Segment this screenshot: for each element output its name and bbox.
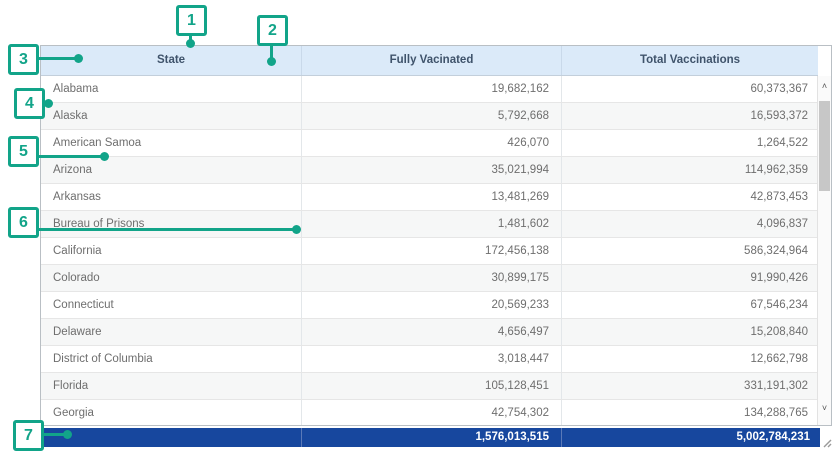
cell-fully-vaccinated: 35,021,994	[302, 157, 562, 183]
cell-total-vaccinations: 67,546,234	[750, 299, 808, 311]
cell-total-vaccinations: 1,264,522	[756, 137, 808, 149]
cell-state: Connecticut	[41, 292, 302, 318]
cell-fully-vaccinated: 19,682,162	[302, 76, 562, 102]
cell-state: Bureau of Prisons	[41, 211, 302, 237]
table-row[interactable]: California 172,456,138 586,324,964	[41, 238, 818, 265]
table-row[interactable]: Alabama 19,682,162 60,373,367	[41, 76, 818, 103]
callout-stem	[38, 228, 294, 231]
summary-cell-total-vaccinations: 5,002,784,231	[736, 431, 810, 443]
annotation-callout-2: 2	[257, 15, 288, 46]
callout-stem	[270, 45, 273, 59]
table-row[interactable]: Bureau of Prisons 1,481,602 4,096,837	[41, 211, 818, 238]
callout-stem	[38, 57, 76, 60]
cell-state: American Samoa	[41, 130, 302, 156]
cell-state: Florida	[41, 373, 302, 399]
annotation-callout-1: 1	[176, 5, 207, 36]
cell-total-vaccinations: 586,324,964	[744, 245, 808, 257]
cell-fully-vaccinated: 3,018,447	[302, 346, 562, 372]
scroll-down-icon[interactable]: ˅	[821, 403, 828, 413]
callout-number: 4	[25, 94, 34, 112]
cell-fully-vaccinated: 172,456,138	[302, 238, 562, 264]
table-row[interactable]: Colorado 30,899,175 91,990,426	[41, 265, 818, 292]
scrollbar-thumb[interactable]	[819, 101, 830, 191]
cell-fully-vaccinated: 105,128,451	[302, 373, 562, 399]
cell-fully-vaccinated: 30,899,175	[302, 265, 562, 291]
callout-stem	[38, 155, 102, 158]
column-header-state[interactable]: State	[41, 46, 302, 75]
table-row[interactable]: Arkansas 13,481,269 42,873,453	[41, 184, 818, 211]
cell-state: Arkansas	[41, 184, 302, 210]
table-row[interactable]: Florida 105,128,451 331,191,302	[41, 373, 818, 400]
table-row[interactable]: American Samoa 426,070 1,264,522	[41, 130, 818, 157]
cell-fully-vaccinated: 1,481,602	[302, 211, 562, 237]
annotation-callout-3: 3	[8, 44, 39, 75]
cell-state: Alaska	[41, 103, 302, 129]
callout-number: 3	[19, 50, 28, 68]
callout-dot	[63, 430, 72, 439]
cell-total-vaccinations: 91,990,426	[750, 272, 808, 284]
annotation-callout-5: 5	[8, 136, 39, 167]
vertical-scrollbar[interactable]: ˄ ˅	[817, 76, 831, 425]
table-row[interactable]: District of Columbia 3,018,447 12,662,79…	[41, 346, 818, 373]
cell-total-vaccinations: 60,373,367	[750, 83, 808, 95]
callout-number: 1	[187, 11, 196, 29]
callout-stem	[43, 433, 65, 436]
cell-fully-vaccinated: 5,792,668	[302, 103, 562, 129]
cell-total-vaccinations: 134,288,765	[744, 407, 808, 419]
summary-cell-fully-vaccinated: 1,576,013,515	[302, 428, 562, 447]
table-header-row: State Fully Vacinated Total Vaccinations	[41, 46, 818, 76]
table-row[interactable]: Georgia 42,754,302 134,288,765	[41, 400, 818, 425]
column-header-total-vaccinations[interactable]: Total Vaccinations	[639, 54, 741, 66]
summary-cell-state	[40, 428, 302, 447]
cell-state: Georgia	[41, 400, 302, 425]
scroll-up-icon[interactable]: ˄	[821, 81, 828, 91]
callout-number: 2	[268, 21, 277, 39]
cell-total-vaccinations: 42,873,453	[750, 191, 808, 203]
annotation-callout-6: 6	[8, 207, 39, 238]
cell-fully-vaccinated: 20,569,233	[302, 292, 562, 318]
cell-fully-vaccinated: 4,656,497	[302, 319, 562, 345]
cell-total-vaccinations: 114,962,359	[744, 164, 808, 176]
callout-number: 7	[24, 426, 33, 444]
cell-total-vaccinations: 12,662,798	[750, 353, 808, 365]
table-row[interactable]: Delaware 4,656,497 15,208,840	[41, 319, 818, 346]
callout-dot	[267, 57, 276, 66]
callout-dot	[44, 99, 53, 108]
callout-dot	[292, 225, 301, 234]
column-header-fully-vaccinated[interactable]: Fully Vacinated	[302, 46, 562, 75]
cell-total-vaccinations: 15,208,840	[750, 326, 808, 338]
annotation-callout-4: 4	[14, 88, 45, 119]
callout-dot	[100, 152, 109, 161]
callout-dot	[186, 39, 195, 48]
resize-grip-icon[interactable]	[822, 438, 832, 448]
cell-state: Colorado	[41, 265, 302, 291]
cell-total-vaccinations: 331,191,302	[744, 380, 808, 392]
callout-number: 6	[19, 213, 28, 231]
callout-number: 5	[19, 142, 28, 160]
cell-state: California	[41, 238, 302, 264]
callout-dot	[74, 54, 83, 63]
cell-fully-vaccinated: 42,754,302	[302, 400, 562, 425]
cell-fully-vaccinated: 13,481,269	[302, 184, 562, 210]
table-row[interactable]: Alaska 5,792,668 16,593,372	[41, 103, 818, 130]
annotation-callout-7: 7	[13, 420, 44, 451]
table-widget: State Fully Vacinated Total Vaccinations…	[40, 45, 832, 426]
cell-state: Delaware	[41, 319, 302, 345]
cell-state: Arizona	[41, 157, 302, 183]
table-row[interactable]: Connecticut 20,569,233 67,546,234	[41, 292, 818, 319]
summary-row: 1,576,013,515 5,002,784,231	[40, 428, 820, 447]
cell-state: Alabama	[41, 76, 302, 102]
table-body: Alabama 19,682,162 60,373,367 Alaska 5,7…	[41, 76, 818, 425]
cell-total-vaccinations: 4,096,837	[756, 218, 808, 230]
cell-state: District of Columbia	[41, 346, 302, 372]
cell-total-vaccinations: 16,593,372	[750, 110, 808, 122]
cell-fully-vaccinated: 426,070	[302, 130, 562, 156]
table-row[interactable]: Arizona 35,021,994 114,962,359	[41, 157, 818, 184]
